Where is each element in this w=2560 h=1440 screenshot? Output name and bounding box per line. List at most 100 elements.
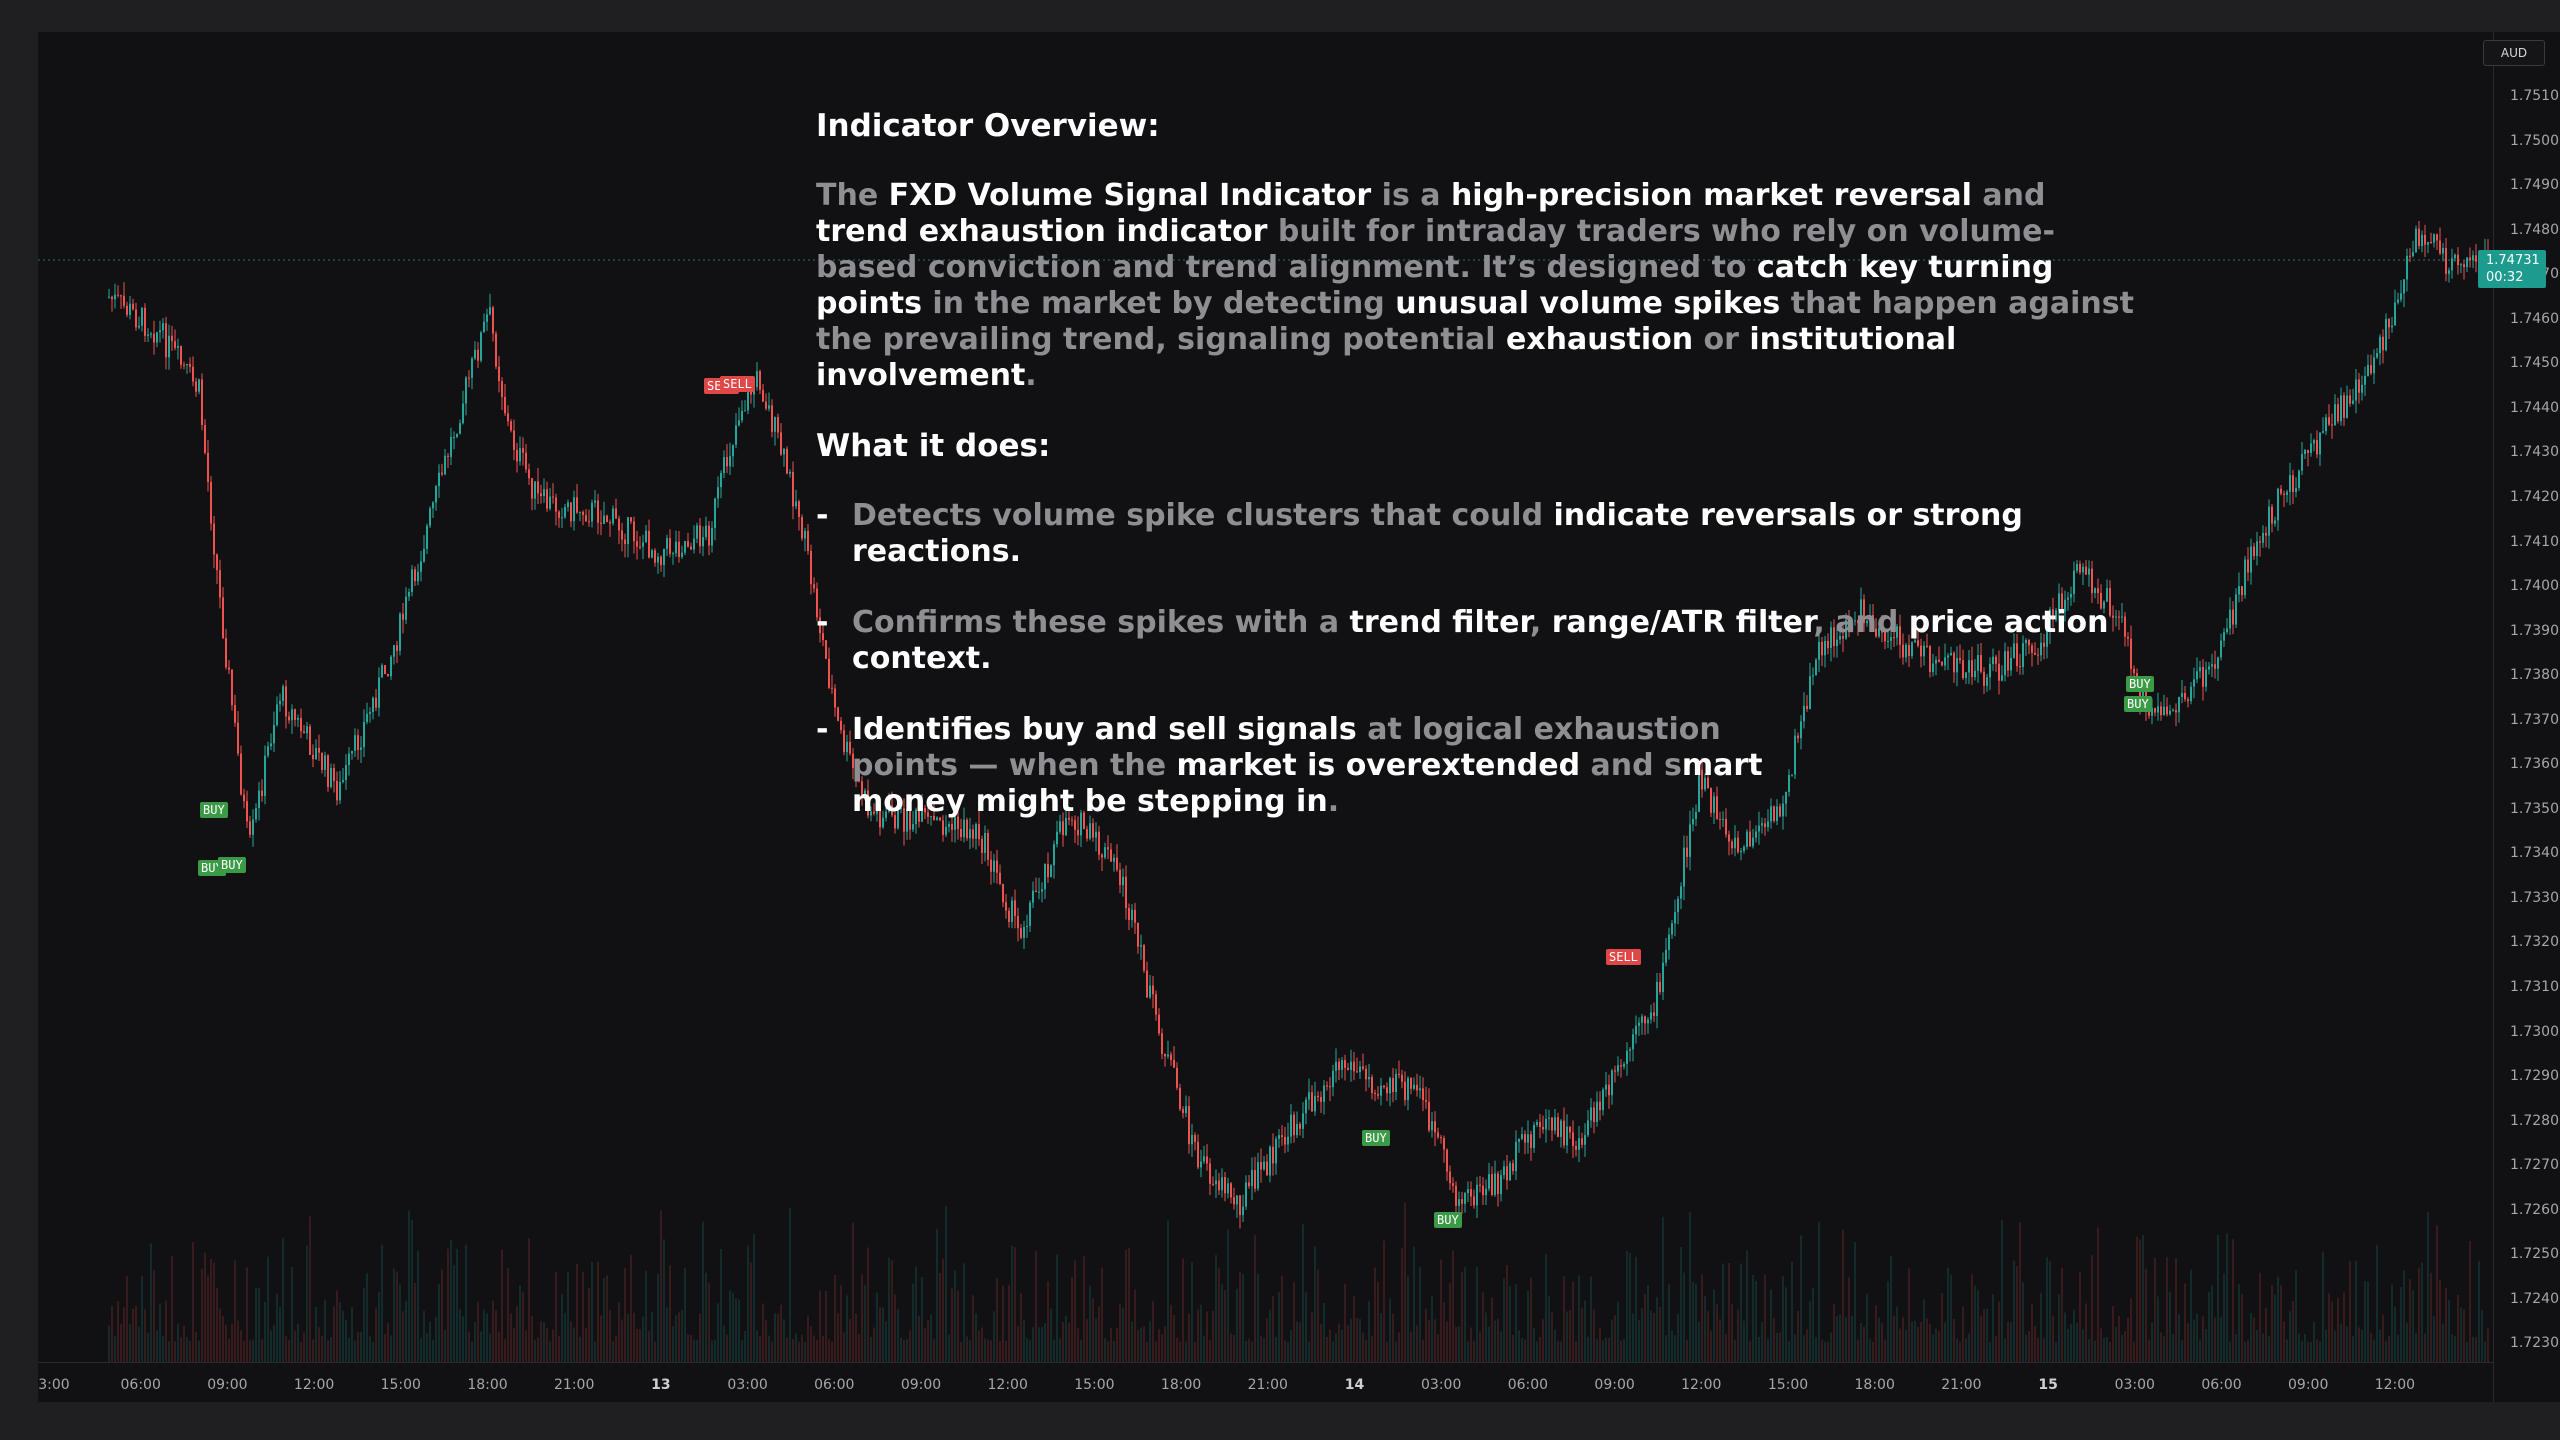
candle-body <box>453 436 455 438</box>
price-chart[interactable] <box>38 32 2493 1362</box>
candle-body <box>636 541 638 547</box>
volume-bar <box>1710 1330 1712 1362</box>
candle-body <box>1488 1174 1490 1189</box>
candle-body <box>1692 818 1694 825</box>
sell-signal: SELL <box>720 376 755 392</box>
candle-body <box>510 421 512 431</box>
candle-body <box>441 472 443 475</box>
volume-bar <box>2073 1309 2075 1362</box>
candle-body <box>1665 949 1667 963</box>
candle-body <box>1695 811 1697 819</box>
volume-bar <box>2217 1235 2219 1362</box>
candle-body <box>480 332 482 361</box>
candle-body <box>297 717 299 720</box>
candle-body <box>936 817 938 820</box>
candle-body <box>1860 599 1862 624</box>
bullet-text: at logical exhaustion points — when the <box>852 712 1721 783</box>
volume-bar <box>447 1248 449 1362</box>
volume-bar <box>774 1313 776 1362</box>
candle-body <box>2142 690 2144 702</box>
candle-body <box>975 824 977 839</box>
volume-bar <box>1350 1318 1352 1362</box>
volume-bar <box>1383 1240 1385 1362</box>
candle-body <box>729 456 731 467</box>
candle-body <box>201 379 203 426</box>
volume-bar <box>546 1328 548 1362</box>
candle-body <box>1137 922 1139 947</box>
candle-body <box>498 366 500 382</box>
volume-bar <box>1806 1329 1808 1362</box>
candle-body <box>2280 488 2282 494</box>
candle-body <box>1839 636 1841 640</box>
volume-bar <box>2208 1291 2210 1362</box>
volume-bar <box>216 1287 218 1362</box>
volume-bar <box>2409 1279 2411 1362</box>
volume-bar <box>2367 1282 2369 1362</box>
volume-bar <box>153 1270 155 1362</box>
candle-body <box>2406 255 2408 280</box>
volume-bar <box>1809 1301 1811 1362</box>
bullet-text: . <box>1009 534 1022 569</box>
candle-body <box>1905 644 1907 658</box>
volume-bar <box>2232 1239 2234 1362</box>
volume-bar <box>1887 1281 1889 1362</box>
candle-body <box>1734 837 1736 849</box>
candle-body <box>1560 1120 1562 1137</box>
volume-bar <box>1359 1319 1361 1362</box>
candle-body <box>135 309 137 328</box>
volume-bar <box>462 1316 464 1362</box>
volume-bar <box>1632 1313 1634 1362</box>
volume-bar <box>1551 1312 1553 1362</box>
volume-bar <box>1719 1319 1721 1362</box>
candle-body <box>573 497 575 522</box>
candle-body <box>1710 788 1712 813</box>
candle-body <box>414 569 416 582</box>
candle-body <box>1521 1134 1523 1139</box>
candle-body <box>1758 825 1760 832</box>
candle-body <box>1071 819 1073 821</box>
candle-body <box>1989 664 1991 678</box>
volume-bar <box>2199 1339 2201 1362</box>
volume-bar <box>2070 1323 2072 1362</box>
volume-bar <box>396 1271 398 1362</box>
candle-body <box>1713 796 1715 813</box>
volume-bar <box>2364 1280 2366 1362</box>
volume-bar <box>942 1258 944 1362</box>
candle-body <box>696 525 698 539</box>
candle-body <box>432 502 434 509</box>
intro-text: in the market by detecting <box>921 286 1396 321</box>
candle-body <box>1545 1118 1547 1130</box>
candle-body <box>1221 1177 1223 1191</box>
candle-body <box>1974 670 1976 678</box>
time-axis-label: 03:00 <box>1421 1377 1462 1393</box>
bullet-item: - Confirms these spikes with a trend filt… <box>816 605 2146 677</box>
volume-bar <box>2427 1211 2429 1362</box>
volume-bar <box>438 1284 440 1362</box>
candle-body <box>261 790 263 797</box>
volume-bar <box>1986 1308 1988 1362</box>
volume-bar <box>1449 1283 1451 1362</box>
candle-body <box>990 859 992 872</box>
price-axis-label: 1.73300 <box>2510 889 2560 906</box>
volume-bar <box>1263 1337 1265 1362</box>
chart-window[interactable]: BUY BUY BUY SELL SELL BUY BUY SELL BUY B… <box>38 32 2560 1402</box>
time-axis[interactable]: 3:00 06:00 09:00 12:00 15:00 18:00 21:00 13 03:0… <box>38 1362 2493 1403</box>
volume-bar <box>1884 1339 1886 1362</box>
candle-body <box>1728 834 1730 842</box>
volume-bar <box>261 1339 263 1362</box>
candle-body <box>420 561 422 572</box>
candle-body <box>1608 1084 1610 1096</box>
volume-bar <box>336 1290 338 1362</box>
currency-badge[interactable]: AUD <box>2483 40 2545 66</box>
candle-body <box>651 550 653 558</box>
volume-bar <box>1401 1247 1403 1362</box>
candle-body <box>756 371 758 388</box>
volume-bar <box>1623 1339 1625 1362</box>
candle-body <box>513 430 515 450</box>
candle-body <box>1446 1149 1448 1172</box>
price-axis[interactable]: 1.751001.750001.749001.748001.747001.746… <box>2493 32 2560 1402</box>
candle-body <box>1494 1173 1496 1195</box>
volume-bar <box>486 1313 488 1362</box>
candle-body <box>1752 837 1754 847</box>
candle-body <box>2226 628 2228 633</box>
